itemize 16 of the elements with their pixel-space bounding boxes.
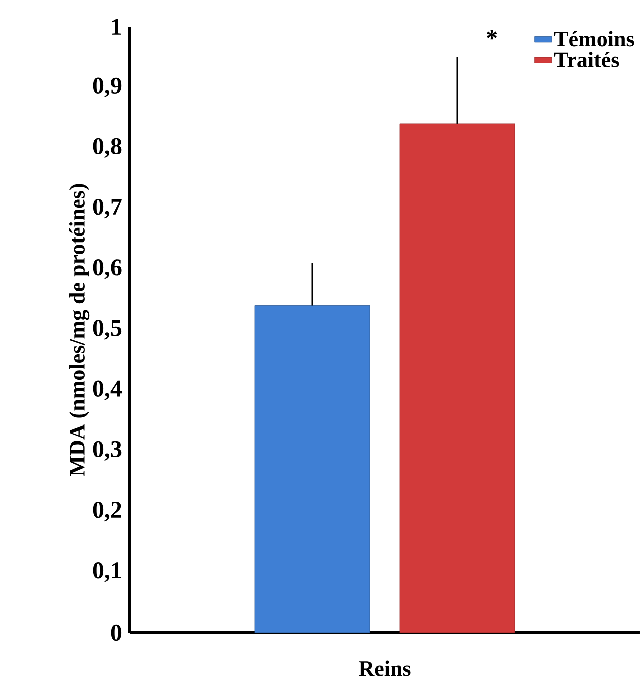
y-tick-label: 0,6 — [93, 260, 122, 280]
y-tick-label: 0,4 — [93, 380, 122, 400]
legend-label: Traités — [554, 52, 620, 68]
y-tick-label: 0,3 — [93, 441, 122, 462]
y-tick-label: 0,2 — [93, 502, 122, 522]
annotation: * — [487, 30, 498, 40]
y-tick-label: 1 — [112, 19, 122, 35]
y-tick-label: 0,5 — [93, 320, 122, 340]
y-tick-label: 0,8 — [93, 138, 122, 158]
y-axis-title: MDA (nmoles/mg de protéines) — [69, 184, 90, 476]
y-tick-label: 0,9 — [93, 78, 122, 98]
y-tick-label: 0 — [111, 624, 122, 642]
x-tick-label: Reins — [359, 660, 411, 676]
y-tick-label: 0,7 — [93, 198, 122, 219]
y-tick-label: 0,1 — [93, 562, 122, 582]
legend-label: Témoins — [554, 31, 634, 47]
